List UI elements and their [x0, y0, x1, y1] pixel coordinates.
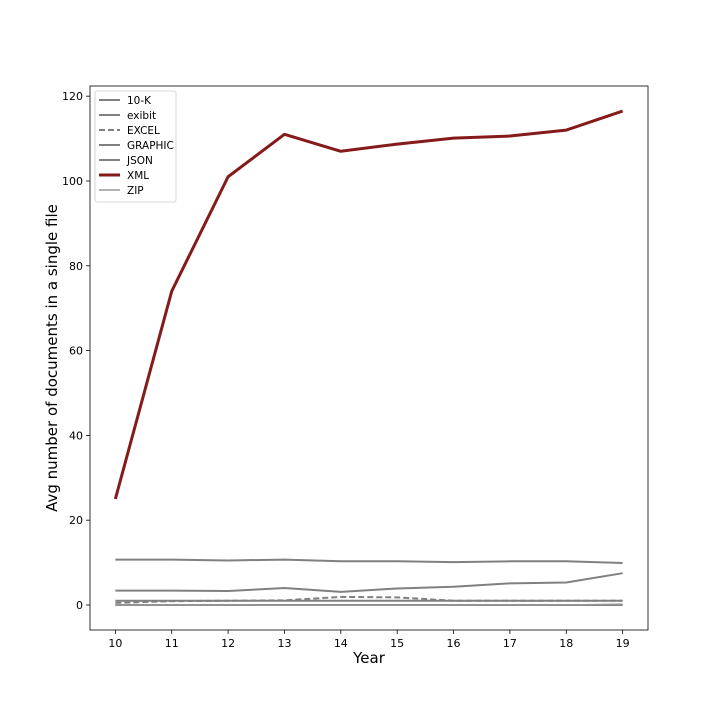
y-tick-label: 40 [69, 429, 83, 442]
plot-frame [89, 85, 649, 631]
plot-area [113, 109, 624, 606]
x-tick-label: 15 [390, 637, 404, 650]
series-line-zip [115, 603, 623, 606]
legend-label: EXCEL [127, 125, 160, 137]
legend-label: GRAPHIC [127, 140, 174, 152]
x-tick-label: 14 [334, 637, 348, 650]
y-tick-label: 60 [69, 345, 83, 358]
y-tick-label: 0 [76, 599, 83, 612]
y-tick-label: 20 [69, 514, 83, 527]
x-tick-label: 10 [108, 637, 122, 650]
legend-label: JSON [126, 155, 153, 167]
legend-label: ZIP [127, 185, 144, 197]
x-tick-label: 11 [165, 637, 179, 650]
x-tick-label: 12 [221, 637, 235, 650]
y-tick-label: 80 [69, 260, 83, 273]
y-axis-label: Avg number of documents in a single file [43, 204, 61, 512]
series-line-xml [113, 109, 624, 500]
x-axis-label: Year [352, 649, 386, 667]
series-line-10-k [115, 558, 623, 565]
y-tick-label: 100 [62, 175, 83, 188]
x-tick-label: 13 [277, 637, 291, 650]
axes: 10 11 12 13 14 15 16 17 18 19 0 20 40 60 80 100 120 [62, 85, 649, 650]
y-tick-label: 120 [62, 90, 83, 103]
legend-label: 10-K [127, 95, 152, 107]
legend-label: exibit [127, 110, 156, 122]
legend: 10-K exibit EXCEL GRAPHIC JSON XML ZIP [94, 90, 177, 203]
x-tick-label: 18 [559, 637, 573, 650]
x-tick-label: 17 [503, 637, 517, 650]
legend-label: XML [127, 170, 149, 182]
x-tick-label: 16 [447, 637, 461, 650]
x-tick-label: 19 [616, 637, 630, 650]
series-line-exibit [115, 572, 623, 593]
